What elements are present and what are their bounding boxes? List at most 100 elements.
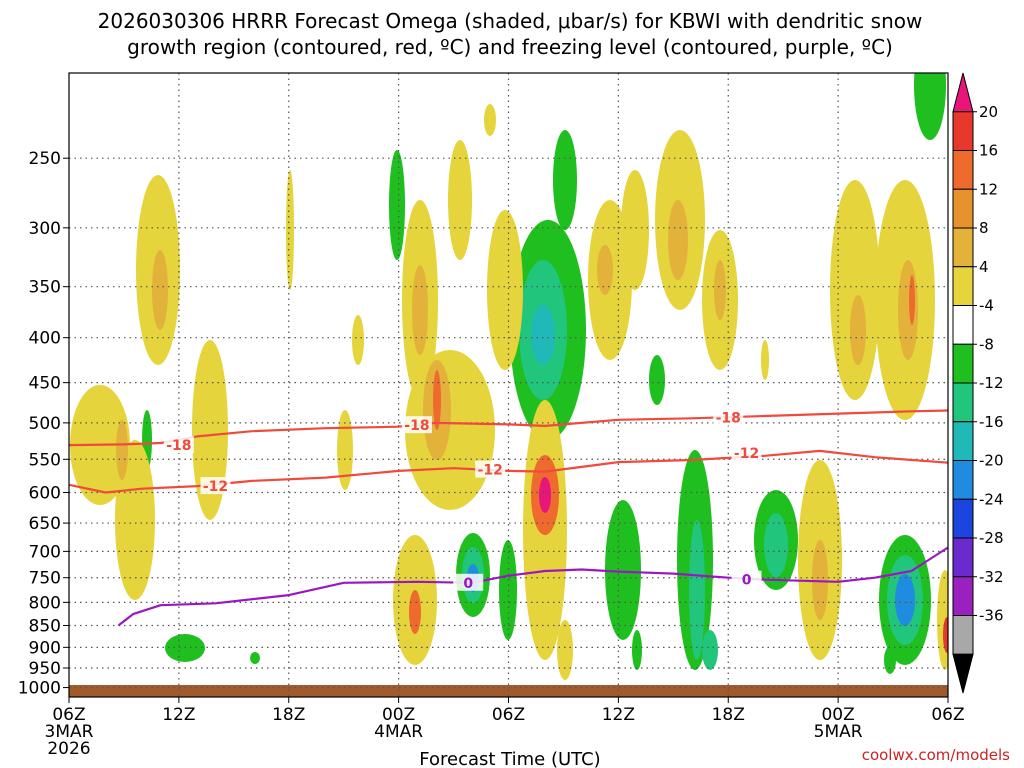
omega-shade — [286, 170, 294, 290]
colorbar-label: 8 — [979, 219, 989, 237]
colorbar-swatch — [952, 266, 974, 306]
contour-lines: -18 -18 -18 -12 -12 -12 0 0 — [68, 408, 949, 627]
contour-label-bg — [453, 573, 484, 591]
colorbar-swatch — [952, 615, 974, 655]
colorbar-swatch — [952, 576, 974, 616]
omega-shade — [761, 340, 769, 380]
omega-shade — [337, 410, 353, 490]
omega-shade — [352, 315, 364, 365]
colorbar-swatch — [952, 421, 974, 461]
omega-shade — [605, 500, 641, 640]
omega-shade — [553, 130, 577, 230]
colorbar-label: -32 — [979, 568, 1004, 586]
omega-shade — [116, 420, 128, 480]
y-tick-label: 750 — [29, 569, 61, 589]
x-tick-label: 18Z — [712, 705, 745, 725]
contour-label: -12 — [478, 463, 503, 479]
contour-label-bg — [163, 436, 194, 454]
colorbar-swatch — [952, 72, 974, 113]
colorbar-label: 16 — [979, 142, 998, 160]
omega-shade — [702, 630, 718, 670]
omega-shade — [412, 265, 428, 355]
omega-shade — [115, 440, 155, 600]
x-tick-label: 3MAR — [45, 722, 94, 742]
omega-shade — [714, 260, 726, 320]
colorbar-swatch — [952, 498, 974, 539]
x-tick-label: 2026 — [47, 739, 90, 759]
omega-shade — [632, 630, 642, 670]
colorbar-swatch — [952, 111, 974, 151]
omega-shade — [433, 370, 441, 430]
y-tick-label: 250 — [29, 149, 61, 169]
contour-label: -12 — [734, 446, 759, 462]
colorbar-label: -24 — [979, 490, 1004, 508]
omega-shade — [192, 340, 228, 520]
grid-lines — [69, 73, 948, 697]
x-tick-label: 06Z — [931, 705, 964, 725]
omega-shade — [884, 646, 896, 674]
y-tick-label: 1000 — [18, 679, 61, 699]
colorbar-label: 12 — [979, 180, 998, 198]
y-tick-label: 650 — [29, 514, 61, 534]
x-axis-label: Forecast Time (UTC) — [419, 749, 600, 768]
x-tick-label: 12Z — [602, 705, 635, 725]
contour-label: 0 — [463, 576, 473, 592]
y-tick-label: 300 — [29, 219, 61, 239]
x-tick-label: 18Z — [272, 705, 305, 725]
omega-shade — [487, 210, 523, 370]
freezing-level-line — [117, 546, 949, 627]
contour-label-bg — [401, 416, 432, 434]
contour-label: -18 — [404, 418, 429, 434]
colorbar-label: 4 — [979, 258, 989, 276]
omega-shade — [830, 180, 880, 400]
y-tick-label: 550 — [29, 450, 61, 470]
y-tick-label: 600 — [29, 484, 61, 504]
x-tick-label: 00Z — [382, 705, 415, 725]
contour-label: -18 — [166, 438, 191, 454]
omega-shade — [668, 200, 688, 280]
colorbar: 20 16 12 8 4 -4 -8 -12 -16 -20 -24 -28 -32 -36 — [952, 72, 1004, 694]
y-tick-label: 500 — [29, 414, 61, 434]
omega-shade — [898, 260, 918, 360]
contour-label-bg — [713, 408, 744, 426]
y-tick-label: 700 — [29, 542, 61, 562]
y-tick-label: 450 — [29, 374, 61, 394]
x-tick-label: 4MAR — [374, 722, 423, 742]
x-tick-label: 12Z — [162, 705, 195, 725]
omega-shade — [597, 245, 613, 295]
colorbar-label: -12 — [979, 374, 1004, 392]
omega-shade — [152, 250, 168, 330]
omega-shade — [850, 295, 866, 365]
omega-shade — [165, 634, 205, 662]
x-tick-label: 00Z — [821, 705, 854, 725]
omega-shade — [812, 540, 828, 620]
colorbar-swatch — [952, 227, 974, 268]
colorbar-label: -4 — [979, 297, 994, 315]
colorbar-swatch — [952, 305, 974, 345]
omega-shade — [649, 355, 665, 405]
omega-shade — [531, 305, 555, 365]
chart-title-line-1: 2026030306 HRRR Forecast Omega (shaded, … — [98, 9, 923, 33]
omega-shade — [909, 275, 915, 325]
contour-label: -12 — [203, 479, 228, 495]
omega-shade — [764, 513, 788, 577]
pressure-axis: 2503003504004505005506006507007508008509… — [18, 149, 69, 699]
colorbar-swatch — [952, 653, 974, 694]
colorbar-swatch — [952, 460, 974, 500]
chart-title-line-2: growth region (contoured, red, ºC) and f… — [127, 35, 893, 59]
colorbar-label: -28 — [979, 529, 1004, 547]
y-tick-label: 850 — [29, 617, 61, 637]
contour-label: 0 — [742, 573, 752, 589]
omega-shade — [895, 574, 915, 626]
omega-shade — [389, 150, 405, 260]
y-tick-label: 800 — [29, 593, 61, 613]
omega-shade — [539, 477, 551, 513]
contour-label-bg — [475, 460, 506, 478]
omega-shade — [484, 104, 496, 136]
colorbar-swatch — [952, 537, 974, 578]
omega-shade — [557, 620, 573, 680]
x-tick-label: 5MAR — [814, 722, 863, 742]
omega-shade — [689, 520, 705, 660]
